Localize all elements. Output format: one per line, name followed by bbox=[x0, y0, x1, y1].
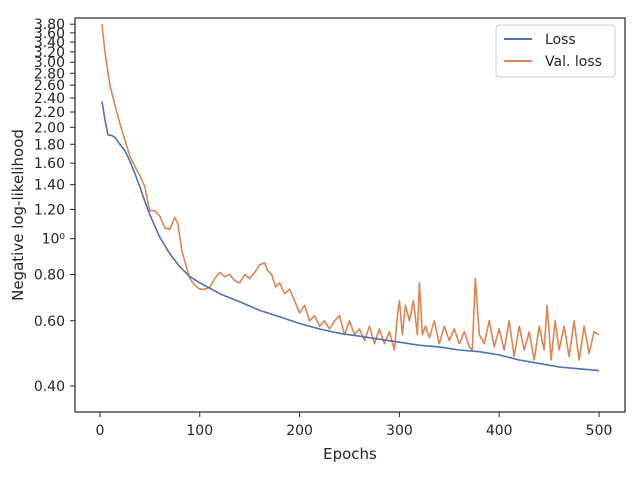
x-tick-label: 300 bbox=[386, 423, 413, 439]
y-tick-label: 2.80 bbox=[34, 66, 65, 82]
y-tick-label: 3.20 bbox=[34, 45, 65, 61]
y-tick-label: 0.40 bbox=[34, 379, 65, 395]
y-tick-label: 3.80 bbox=[34, 17, 65, 33]
y-tick-label: 3.40 bbox=[34, 35, 65, 51]
y-tick-label: 2.40 bbox=[34, 91, 65, 107]
y-tick-label: 3.00 bbox=[34, 55, 65, 71]
legend-label-val-loss: Val. loss bbox=[545, 54, 602, 70]
x-tick-label: 100 bbox=[186, 423, 213, 439]
y-tick-label: 1.40 bbox=[34, 178, 65, 194]
y-tick-label: 0.60 bbox=[34, 314, 65, 330]
plot-lines bbox=[101, 24, 600, 372]
y-axis: 0.400.600.8010⁰1.201.401.601.802.002.202… bbox=[34, 17, 75, 395]
x-tick-label: 500 bbox=[586, 423, 613, 439]
plot-frame bbox=[74, 17, 626, 413]
y-tick-label: 0.80 bbox=[34, 268, 65, 284]
y-tick-label: 2.00 bbox=[34, 120, 65, 136]
y-axis-label: Negative log-likelihood bbox=[9, 129, 27, 301]
x-axis: 0 100 200 300 400 500 bbox=[95, 412, 612, 439]
x-tick-label: 400 bbox=[486, 423, 513, 439]
legend: Loss Val. loss bbox=[495, 24, 616, 78]
y-tick-label: 1.20 bbox=[34, 202, 65, 218]
legend-label-loss: Loss bbox=[545, 32, 576, 48]
y-tick-label: 1.80 bbox=[34, 137, 65, 153]
series-line-loss bbox=[101, 101, 600, 372]
x-axis-label: Epochs bbox=[323, 445, 377, 463]
y-tick-label: 10⁰ bbox=[42, 232, 66, 248]
y-tick-label: 3.60 bbox=[34, 26, 65, 42]
series-line-val-loss bbox=[101, 24, 600, 361]
y-tick-label: 2.20 bbox=[34, 105, 65, 121]
y-tick-label: 1.60 bbox=[34, 156, 65, 172]
x-tick-label: 0 bbox=[95, 423, 104, 439]
y-tick-label: 2.60 bbox=[34, 78, 65, 94]
x-tick-label: 200 bbox=[286, 423, 313, 439]
